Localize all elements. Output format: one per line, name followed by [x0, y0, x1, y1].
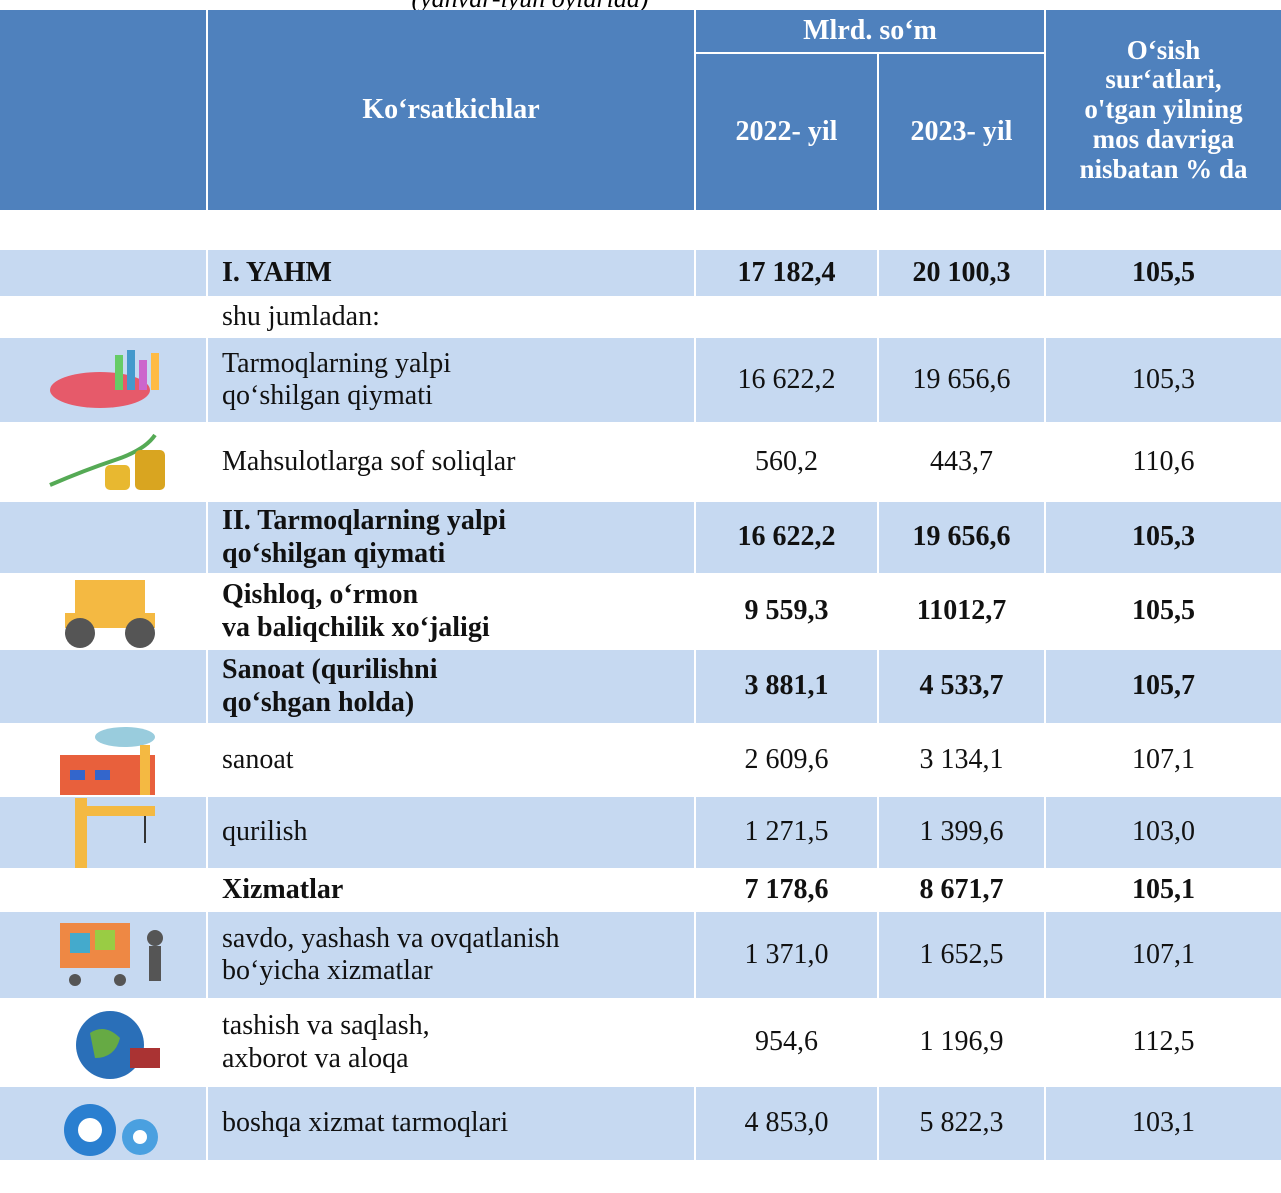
value-2022: 954,6: [755, 1026, 818, 1058]
coins-icon: [49, 433, 165, 490]
row-label: boshqa xizmat tarmoqlari: [208, 1087, 694, 1160]
header-year1: 2022- yil: [696, 54, 877, 210]
value-2022: 7 178,6: [744, 873, 829, 905]
value-2023: 1 196,9: [919, 1026, 1004, 1058]
growth-value: 105,3: [1046, 502, 1281, 573]
row-label: sanoat: [222, 743, 294, 775]
tractor-icon: [65, 580, 155, 648]
value-2023: 11012,7: [916, 595, 1007, 627]
gears-icon: [64, 1104, 158, 1156]
value-2023: 1 399,6: [879, 797, 1044, 868]
header-growth: O‘sish sur‘atlari, o'tgan yilning mos da…: [1046, 10, 1281, 210]
factory-icon: [60, 727, 155, 795]
growth-value: 105,1: [1132, 873, 1195, 905]
header-unit: Mlrd. so‘m: [696, 10, 1044, 52]
value-2023: 5 822,3: [879, 1087, 1044, 1160]
growth-value: 105,5: [1132, 595, 1195, 627]
growth-value: 103,0: [1046, 797, 1281, 868]
row-label: qurilish: [208, 797, 694, 868]
value-2023: 19 656,6: [879, 502, 1044, 573]
globe-icon: [76, 1011, 160, 1079]
row-label: Qishloq, o‘rmon va baliqchilik xo‘jaligi: [222, 579, 490, 643]
header-indicator: Ko‘rsatkichlar: [208, 10, 694, 210]
row-label: shu jumladan:: [222, 300, 380, 332]
value-2022: 16 622,2: [696, 338, 877, 422]
growth-value: 107,1: [1132, 743, 1195, 775]
row-label: savdo, yashash va ovqatlanish bo‘yicha x…: [208, 912, 694, 998]
growth-value: 105,3: [1046, 338, 1281, 422]
shopping-icon: [60, 923, 163, 986]
value-2022: 16 622,2: [696, 502, 877, 573]
growth-value: 105,7: [1046, 650, 1281, 723]
subtitle: (yanvar-iyun oylarida): [330, 0, 730, 14]
value-2022: 3 881,1: [696, 650, 877, 723]
row-icon-cell: [0, 650, 206, 723]
crane-icon: [75, 798, 155, 868]
row-label: I. YAHM: [208, 250, 694, 296]
value-2023: 20 100,3: [879, 250, 1044, 296]
value-2023: 8 671,7: [919, 873, 1004, 905]
growth-value: 112,5: [1132, 1026, 1195, 1058]
value-2023: 1 652,5: [879, 912, 1044, 998]
value-2022: 1 371,0: [696, 912, 877, 998]
row-icon-cell: [0, 250, 206, 296]
value-2022: 1 271,5: [696, 797, 877, 868]
row-label: tashish va saqlash, axborot va aloqa: [222, 1010, 430, 1074]
row-label: Xizmatlar: [222, 873, 344, 905]
value-2022: 2 609,6: [744, 743, 829, 775]
row-label: Sanoat (qurilishni qo‘shgan holda): [208, 650, 694, 723]
chart-icon: [50, 350, 159, 408]
value-2022: 9 559,3: [744, 595, 829, 627]
row-label: Tarmoqlarning yalpi qo‘shilgan qiymati: [208, 338, 694, 422]
growth-value: 110,6: [1132, 445, 1195, 477]
value-2023: 3 134,1: [919, 743, 1004, 775]
growth-value: 107,1: [1046, 912, 1281, 998]
growth-value: 105,5: [1046, 250, 1281, 296]
value-2022: 560,2: [755, 445, 818, 477]
value-2023: 443,7: [930, 445, 993, 477]
header-cell: [0, 10, 206, 210]
row-icon-cell: [0, 502, 206, 573]
row-label: Mahsulotlarga sof soliqlar: [222, 445, 516, 477]
value-2022: 17 182,4: [696, 250, 877, 296]
growth-value: 103,1: [1046, 1087, 1281, 1160]
header-year2: 2023- yil: [879, 54, 1044, 210]
row-label: II. Tarmoqlarning yalpi qo‘shilgan qiyma…: [208, 502, 694, 573]
value-2023: 19 656,6: [879, 338, 1044, 422]
value-2022: 4 853,0: [696, 1087, 877, 1160]
value-2023: 4 533,7: [879, 650, 1044, 723]
